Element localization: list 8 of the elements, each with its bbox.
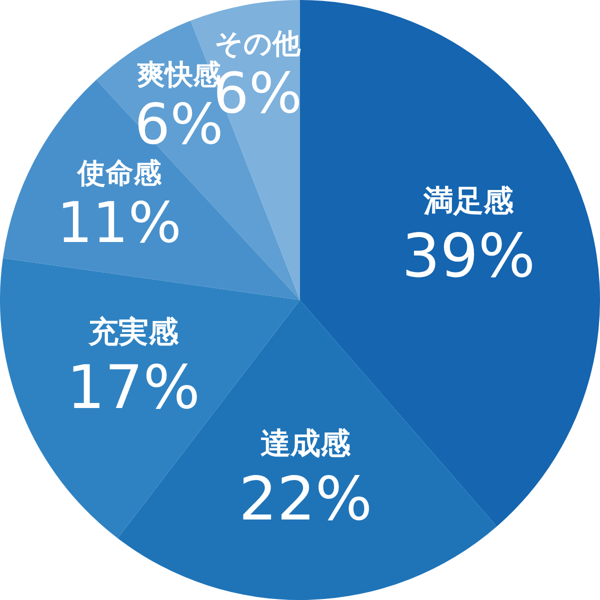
data-label: 22% bbox=[238, 464, 372, 535]
data-label: 11% bbox=[57, 190, 182, 256]
slice-label: 満足感 bbox=[422, 184, 515, 219]
slice-label: 達成感 bbox=[260, 426, 352, 462]
data-label: 17% bbox=[66, 352, 200, 423]
slice-label: 充実感 bbox=[87, 315, 180, 350]
slice-label: 使命感 bbox=[76, 156, 162, 190]
data-label: 39% bbox=[402, 222, 536, 292]
